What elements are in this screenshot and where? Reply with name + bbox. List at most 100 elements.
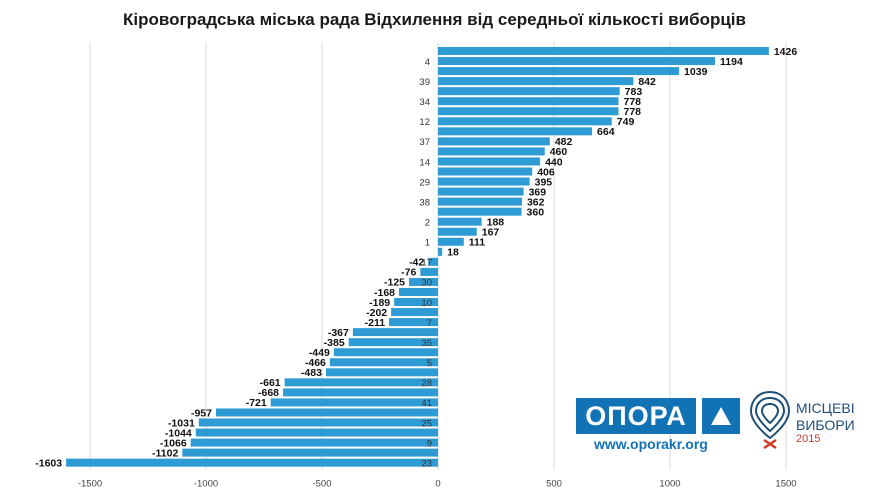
mistsevi-vybory-logo: МІСЦЕВІ ВИБОРИ 2015	[748, 388, 868, 450]
x-tick-label: 1000	[659, 479, 680, 490]
bar-value-label: 783	[625, 86, 643, 98]
bar-value-label: 1039	[684, 66, 708, 78]
category-label: 28	[421, 378, 432, 389]
category-label: 4	[425, 57, 430, 68]
bar-value-label: 369	[529, 186, 547, 198]
bar	[283, 388, 438, 397]
bar-value-label: 406	[537, 166, 555, 178]
bar	[438, 77, 634, 86]
x-tick-label: -1500	[78, 479, 102, 490]
bar	[391, 308, 438, 317]
bar	[438, 247, 443, 256]
bar	[438, 207, 522, 216]
bar	[215, 408, 438, 417]
bar	[198, 418, 438, 427]
bar	[409, 277, 438, 286]
bar-value-label: -202	[366, 307, 387, 319]
bar	[284, 378, 438, 387]
category-label: 30	[421, 278, 432, 289]
bar	[438, 167, 533, 176]
bar-value-label: 362	[527, 196, 545, 208]
bar-value-label: -76	[401, 267, 416, 279]
bar-value-label: -483	[301, 367, 322, 379]
bar-value-label: -668	[258, 387, 279, 399]
bar-value-label: 360	[527, 206, 545, 218]
bar-value-label: -189	[369, 297, 390, 309]
bar	[352, 328, 438, 337]
bar-value-label: -42	[409, 257, 424, 269]
bar-value-label: 460	[550, 146, 568, 158]
bar	[438, 107, 619, 116]
bar	[438, 47, 769, 56]
bar-value-label: 111	[469, 237, 486, 249]
bar-value-label: -1102	[152, 447, 178, 459]
chart-title: Кіровоградська міська рада Відхилення ві…	[123, 10, 746, 29]
bar	[270, 398, 438, 407]
bar-value-label: 167	[482, 227, 500, 239]
bar	[428, 257, 438, 266]
category-label: 12	[419, 117, 430, 128]
bar-value-label: 18	[447, 247, 459, 259]
category-label: 39	[419, 77, 430, 88]
category-label: 1	[425, 238, 430, 249]
bar-value-label: -661	[260, 377, 281, 389]
bar	[348, 338, 438, 347]
bar-value-label: 778	[623, 96, 641, 108]
category-label: 23	[421, 458, 432, 469]
category-label: 9	[427, 438, 432, 449]
bar-value-label: 842	[638, 76, 656, 88]
category-label: 17	[421, 258, 432, 269]
bar-value-label: 664	[597, 126, 615, 138]
bar	[438, 197, 522, 206]
category-label: 5	[427, 358, 432, 369]
bar	[438, 187, 524, 196]
bar-value-label: -1603	[35, 457, 62, 469]
bar	[325, 368, 438, 377]
bar-value-label: 778	[623, 106, 641, 118]
bar	[438, 237, 464, 246]
bar	[399, 287, 438, 296]
bar-value-label: 395	[535, 176, 553, 188]
bar-value-label: -957	[191, 407, 212, 419]
mv-logo-line1: МІСЦЕВІ	[796, 400, 855, 416]
bar	[195, 428, 438, 437]
category-label: 25	[421, 418, 432, 429]
bar-value-label: 1426	[774, 46, 798, 58]
bar	[329, 358, 438, 367]
opora-logo-text: ОПОРА	[576, 398, 696, 434]
category-label: 7	[427, 318, 432, 329]
location-pin-icon	[749, 390, 791, 450]
bar-value-label: -211	[365, 317, 386, 329]
bar	[420, 267, 438, 276]
bar	[438, 177, 530, 186]
x-tick-label: 1500	[775, 479, 796, 490]
category-label: 41	[421, 398, 432, 409]
bar	[438, 157, 541, 166]
category-label: 14	[419, 157, 430, 168]
bar	[438, 67, 680, 76]
category-label: 10	[421, 298, 432, 309]
bar-value-label: 188	[487, 217, 505, 229]
x-tick-label: 500	[546, 479, 562, 490]
bar-value-label: 482	[555, 136, 573, 148]
opora-url: www.oporakr.org	[594, 436, 708, 452]
x-tick-label: 0	[435, 479, 440, 490]
bar-value-label: -367	[328, 327, 349, 339]
bar	[66, 458, 438, 467]
x-tick-label: -500	[312, 479, 331, 490]
bar	[438, 87, 620, 96]
bar	[438, 217, 482, 226]
bar	[438, 137, 550, 146]
opora-logo: ОПОРА	[576, 398, 740, 434]
bar-value-label: 749	[617, 116, 635, 128]
bar	[438, 117, 612, 126]
bar-value-label: -1031	[168, 417, 195, 429]
bar-value-label: -1066	[160, 437, 187, 449]
bar	[389, 318, 438, 327]
bar	[394, 298, 438, 307]
bar-value-label: -449	[309, 347, 330, 359]
bar-value-label: -466	[305, 357, 326, 369]
mv-logo-line2: ВИБОРИ	[796, 417, 855, 433]
bar-value-label: -168	[374, 287, 395, 299]
